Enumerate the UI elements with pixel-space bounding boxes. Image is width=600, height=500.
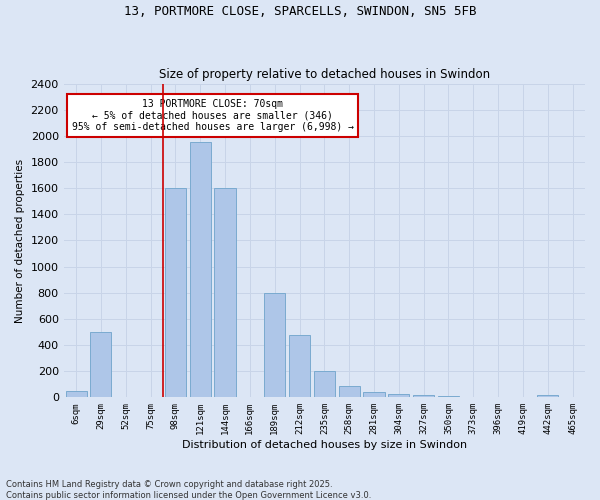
Bar (264, 292, 285, 398)
Text: 13, PORTMORE CLOSE, SPARCELLS, SWINDON, SN5 5FB: 13, PORTMORE CLOSE, SPARCELLS, SWINDON, … (124, 5, 476, 18)
Bar (65, 391, 86, 398)
X-axis label: Distribution of detached houses by size in Swindon: Distribution of detached houses by size … (182, 440, 467, 450)
Bar (413, 396, 434, 398)
Y-axis label: Number of detached properties: Number of detached properties (15, 158, 25, 322)
Bar (314, 371, 335, 398)
Bar (91, 332, 112, 398)
Bar (512, 396, 533, 398)
Bar (140, 396, 161, 398)
Bar (289, 334, 310, 398)
Bar (562, 396, 583, 398)
Bar (438, 396, 459, 398)
Bar (190, 142, 211, 398)
Text: 13 PORTMORE CLOSE: 70sqm
← 5% of detached houses are smaller (346)
95% of semi-d: 13 PORTMORE CLOSE: 70sqm ← 5% of detache… (71, 99, 353, 132)
Bar (338, 386, 360, 398)
Bar (364, 392, 385, 398)
Text: Contains HM Land Registry data © Crown copyright and database right 2025.
Contai: Contains HM Land Registry data © Crown c… (6, 480, 371, 500)
Bar (165, 188, 186, 398)
Bar (115, 396, 136, 398)
Title: Size of property relative to detached houses in Swindon: Size of property relative to detached ho… (159, 68, 490, 81)
Bar (488, 396, 509, 398)
Bar (388, 394, 409, 398)
Bar (214, 188, 236, 398)
Bar (239, 396, 260, 398)
Bar (537, 394, 559, 398)
Bar (463, 396, 484, 398)
